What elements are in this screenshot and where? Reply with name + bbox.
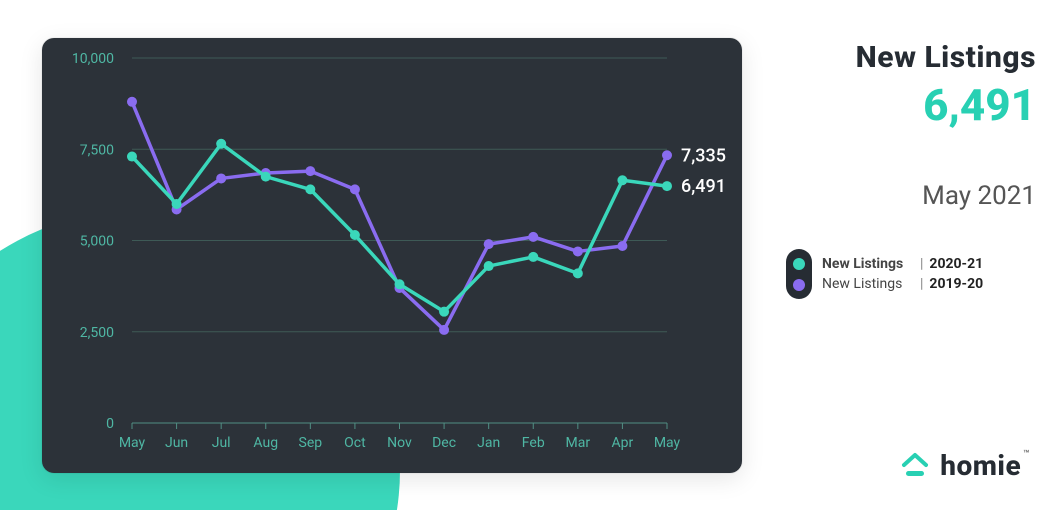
metric-title: New Listings [786, 40, 1036, 75]
svg-text:7,335: 7,335 [681, 145, 726, 166]
svg-text:Aug: Aug [253, 435, 278, 451]
svg-text:2,500: 2,500 [80, 325, 114, 341]
svg-text:5,000: 5,000 [80, 234, 114, 250]
trademark-icon: ™ [1023, 449, 1030, 460]
brand-name: homie™ [940, 449, 1030, 482]
svg-text:Dec: Dec [432, 435, 456, 451]
svg-text:6,491: 6,491 [681, 176, 726, 197]
svg-text:7,500: 7,500 [80, 142, 114, 158]
svg-text:Apr: Apr [612, 435, 634, 451]
svg-text:Mar: Mar [566, 435, 591, 451]
svg-text:May: May [119, 435, 146, 451]
metric-value: 6,491 [786, 79, 1036, 131]
svg-text:Jun: Jun [165, 435, 188, 451]
legend: New Listings | 2020-21 New Listings | 20… [786, 249, 1036, 299]
legend-separator: | [914, 276, 929, 292]
legend-label-current: New Listings [822, 256, 914, 272]
legend-pill [786, 249, 812, 299]
house-icon [900, 451, 930, 481]
metric-date: May 2021 [786, 181, 1036, 211]
legend-row-prior: New Listings | 2019-20 [822, 276, 983, 292]
svg-text:Jul: Jul [212, 435, 231, 451]
svg-text:Oct: Oct [344, 435, 366, 451]
svg-text:Nov: Nov [387, 435, 412, 451]
legend-dot-current [793, 258, 805, 270]
sidebar-summary: New Listings 6,491 May 2021 New Listings… [786, 40, 1036, 299]
chart-card: 0 2,500 5,000 7,500 10,000 May Jun Jul Aug Sep Oct… [42, 38, 742, 473]
legend-year-current: 2020-21 [929, 256, 983, 272]
legend-separator: | [914, 256, 929, 272]
line-chart: 0 2,500 5,000 7,500 10,000 May Jun Jul Aug Sep Oct… [42, 38, 742, 473]
svg-text:10,000: 10,000 [72, 51, 114, 67]
svg-text:Jan: Jan [477, 435, 500, 451]
svg-text:May: May [654, 435, 681, 451]
svg-text:0: 0 [106, 416, 114, 432]
svg-text:Sep: Sep [299, 435, 323, 451]
brand-logo: homie™ [900, 449, 1030, 482]
svg-text:Feb: Feb [522, 435, 545, 451]
legend-row-current: New Listings | 2020-21 [822, 256, 983, 272]
legend-year-prior: 2019-20 [929, 276, 983, 292]
legend-dot-prior [793, 279, 805, 291]
legend-label-prior: New Listings [822, 276, 914, 292]
